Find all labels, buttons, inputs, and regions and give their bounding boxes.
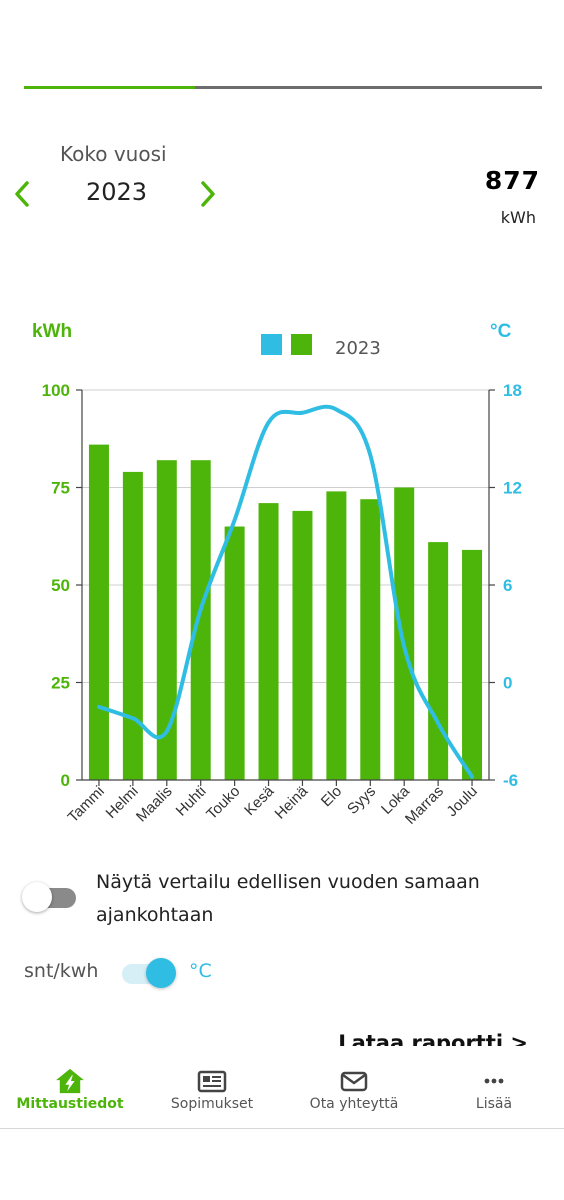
bottom-navigation: Mittaustiedot Sopimukset Ota yhteyttä Li… (0, 1060, 564, 1129)
consumption-bar[interactable] (88, 444, 109, 780)
consumption-bar[interactable] (428, 542, 449, 780)
download-report-link[interactable]: Lataa raportti > (338, 1031, 528, 1046)
y-tick-label-right: 12 (503, 479, 522, 498)
consumption-bar[interactable] (462, 549, 483, 780)
toggle-knob (146, 958, 176, 988)
nav-label: Mittaustiedot (16, 1096, 124, 1112)
nav-label: Sopimukset (170, 1096, 254, 1112)
compare-previous-year-toggle[interactable] (22, 882, 76, 912)
y-tick-label-left: 0 (61, 771, 70, 790)
x-tick-label: Marras (402, 783, 447, 828)
consumption-bar[interactable] (156, 460, 177, 780)
consumption-bar[interactable] (122, 471, 143, 780)
y-tick-label-left: 100 (42, 381, 70, 400)
x-tick-label: Kesä (241, 782, 278, 819)
nav-item-ota-yhteytta[interactable]: Ota yhteyttä (284, 1060, 424, 1120)
x-tick-label: Huhti (173, 783, 210, 820)
next-year-button[interactable] (196, 178, 220, 210)
consumption-chart: 100 75 50 25 0 18 12 6 0 -6 Tammi Helmi Maalis Huht… (0, 300, 564, 860)
nav-item-mittaustiedot[interactable]: Mittaustiedot (0, 1060, 140, 1120)
consumption-bar[interactable] (224, 526, 245, 781)
consumption-bar[interactable] (292, 510, 313, 780)
toggle-knob (22, 882, 52, 912)
x-tick-label: Maalis (133, 783, 176, 826)
nav-label: Lisää (475, 1096, 513, 1112)
more-dots-icon (484, 1078, 504, 1084)
legend-consumption-swatch (291, 334, 312, 355)
total-consumption: 877 (484, 166, 540, 195)
x-tick-label: Tammi (65, 783, 108, 826)
unit-switch-right-label: °C (189, 960, 212, 982)
y-tick-label-right: 18 (503, 381, 522, 400)
house-bolt-icon (56, 1068, 84, 1094)
y-tick-label-right: 6 (503, 576, 512, 595)
nav-item-lisaa[interactable]: Lisää (424, 1060, 564, 1120)
unit-switch-left-label: snt/kwh (24, 960, 99, 982)
consumption-bar[interactable] (326, 491, 347, 780)
mail-icon (340, 1071, 368, 1092)
legend-temperature-swatch (261, 334, 282, 355)
temperature-line (96, 404, 475, 779)
nav-item-sopimukset[interactable]: Sopimukset (142, 1060, 282, 1120)
compare-label: Näytä vertailu edellisen vuoden samaan a… (96, 871, 480, 926)
total-consumption-unit: kWh (500, 208, 536, 227)
x-tick-label: Elo (318, 783, 345, 810)
consumption-bar[interactable] (258, 503, 279, 780)
y-axis-right-label: °C (490, 321, 512, 342)
consumption-bar[interactable] (394, 487, 415, 781)
x-tick-label: Syys (344, 783, 379, 818)
y-axis-left-label: kWh (32, 321, 72, 342)
x-tick-label: Heinä (272, 782, 312, 822)
newspaper-icon (197, 1070, 227, 1093)
year-value: 2023 (86, 178, 148, 206)
period-label: Koko vuosi (60, 142, 167, 166)
chevron-right-icon (201, 181, 215, 207)
period-progress-bar (24, 86, 542, 89)
x-tick-label: Touko (203, 783, 243, 823)
chevron-left-icon (15, 181, 29, 207)
y-tick-label-left: 25 (51, 674, 70, 693)
y-tick-label-right: 0 (503, 674, 512, 693)
consumption-bar[interactable] (360, 499, 381, 780)
x-tick-label: Joulu (443, 783, 480, 820)
price-temperature-toggle[interactable] (122, 958, 176, 988)
consumption-bar[interactable] (190, 460, 211, 780)
y-tick-label-right: -6 (503, 771, 518, 790)
nav-label: Ota yhteyttä (309, 1096, 399, 1112)
y-tick-label-left: 75 (51, 479, 70, 498)
previous-year-button[interactable] (10, 178, 34, 210)
period-progress-fill (24, 86, 195, 89)
y-tick-label-left: 50 (51, 576, 70, 595)
legend-label: 2023 (335, 338, 381, 359)
